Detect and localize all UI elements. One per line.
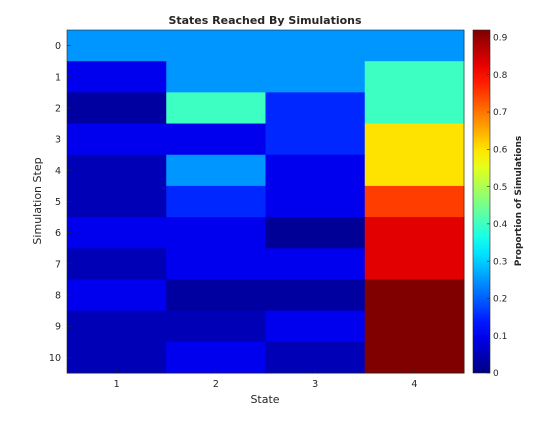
y-tick-label: 5 — [55, 197, 61, 208]
y-axis-ticks: 0 1 2 3 4 5 6 7 8 9 10 — [49, 41, 71, 364]
heatmap-cell-step-0-state-3 — [265, 30, 366, 62]
heatmap-cell-step-3-state-2 — [166, 123, 266, 156]
colorbar — [472, 29, 491, 374]
y-tick-label: 10 — [49, 353, 61, 364]
heatmap-cell-step-4-state-4 — [364, 154, 465, 187]
heatmap-cell-step-4-state-2 — [166, 154, 266, 187]
heatmap-cell-step-4-state-1 — [67, 154, 167, 187]
heatmap-cell-step-10-state-1 — [67, 341, 167, 374]
heatmap-cell-step-0-state-4 — [364, 30, 465, 62]
heatmap-cell-step-9-state-4 — [364, 310, 465, 343]
heatmap-cell-step-6-state-3 — [265, 217, 366, 249]
y-tick-label: 7 — [55, 259, 61, 270]
colorbar-tick-label: 0 — [493, 369, 499, 379]
colorbar-tick-label: 0.1 — [493, 332, 507, 342]
heatmap-cell-step-10-state-2 — [166, 341, 266, 374]
y-tick-label: 1 — [55, 72, 61, 83]
x-tick-label: 1 — [114, 379, 120, 390]
heatmap-cell-step-6-state-2 — [166, 217, 266, 249]
heatmap-cell-step-1-state-3 — [265, 61, 366, 93]
heatmap-cell-step-1-state-2 — [166, 61, 266, 93]
x-tick-label: 3 — [312, 379, 318, 390]
heatmap-cell-step-8-state-2 — [166, 279, 266, 312]
heatmap-cell-step-5-state-1 — [67, 185, 167, 218]
heatmap-cell-step-3-state-4 — [364, 123, 465, 156]
colorbar-label: Proportion of Simulations — [514, 136, 524, 266]
x-tick-label: 4 — [411, 379, 417, 390]
colorbar-tick-label: 0.8 — [493, 71, 508, 81]
heatmap-cell-step-10-state-3 — [265, 341, 366, 374]
colorbar-tick-label: 0.4 — [493, 220, 508, 230]
heatmap-cell-step-4-state-3 — [265, 154, 366, 187]
heatmap-cell-step-0-state-2 — [166, 30, 266, 62]
y-axis-label: Simulation Step — [31, 157, 44, 244]
colorbar-tick-label: 0.3 — [493, 257, 507, 267]
heatmap-cell-step-5-state-3 — [265, 185, 366, 218]
chart-title: States Reached By Simulations — [168, 14, 362, 27]
colorbar-tick-label: 0.7 — [493, 108, 507, 118]
heatmap-cell-step-8-state-4 — [364, 279, 465, 312]
x-axis-ticks: 1 2 3 4 — [114, 369, 417, 390]
y-tick-label: 2 — [55, 103, 61, 114]
heatmap-cell-step-6-state-1 — [67, 217, 167, 249]
colorbar-ticks: 0 0.1 0.2 0.3 0.4 0.5 0.6 0.7 0.8 0.9 — [487, 34, 508, 379]
heatmap-cell-step-2-state-1 — [67, 92, 167, 125]
y-tick-label: 4 — [55, 166, 61, 177]
heatmap-cell-step-5-state-4 — [364, 185, 465, 218]
heatmap-cell-step-5-state-2 — [166, 185, 266, 218]
heatmap-cell-step-9-state-1 — [67, 310, 167, 343]
heatmap-cell-step-3-state-1 — [67, 123, 167, 156]
heatmap-cell-step-2-state-2 — [166, 92, 266, 125]
heatmap-cell-step-3-state-3 — [265, 123, 366, 156]
y-tick-label: 0 — [55, 41, 61, 52]
heatmap-cell-step-6-state-4 — [364, 217, 465, 249]
heatmap-cell-step-8-state-3 — [265, 279, 366, 312]
colorbar-tick-label: 0.6 — [493, 146, 508, 156]
y-tick-label: 6 — [55, 228, 61, 239]
colorbar-tick-label: 0.2 — [493, 295, 507, 305]
y-tick-label: 8 — [55, 291, 61, 302]
heatmap-cell-step-7-state-2 — [166, 248, 266, 280]
heatmap-cell-step-10-state-4 — [364, 341, 465, 374]
heatmap-cell-step-9-state-2 — [166, 310, 266, 343]
heatmap-cell-step-0-state-1 — [67, 30, 167, 62]
heatmap-cell-step-8-state-1 — [67, 279, 167, 312]
heatmap-cell-step-9-state-3 — [265, 310, 366, 343]
heatmap-cell-step-2-state-3 — [265, 92, 366, 125]
y-tick-label: 3 — [55, 135, 61, 146]
colorbar-tick-label: 0.9 — [493, 34, 508, 44]
heatmap-cell-step-7-state-4 — [364, 248, 465, 280]
heatmap-cell-step-7-state-3 — [265, 248, 366, 280]
x-axis-label: State — [250, 393, 279, 406]
heatmap-cell-step-1-state-4 — [364, 61, 465, 93]
x-tick-label: 2 — [213, 379, 219, 390]
heatmap-cell-step-1-state-1 — [67, 61, 167, 93]
heatmap-cells — [67, 30, 465, 374]
heatmap-cell-step-7-state-1 — [67, 248, 167, 280]
heatmap-cell-step-2-state-4 — [364, 92, 465, 125]
colorbar-tick-label: 0.5 — [493, 183, 507, 193]
y-tick-label: 9 — [55, 322, 61, 333]
